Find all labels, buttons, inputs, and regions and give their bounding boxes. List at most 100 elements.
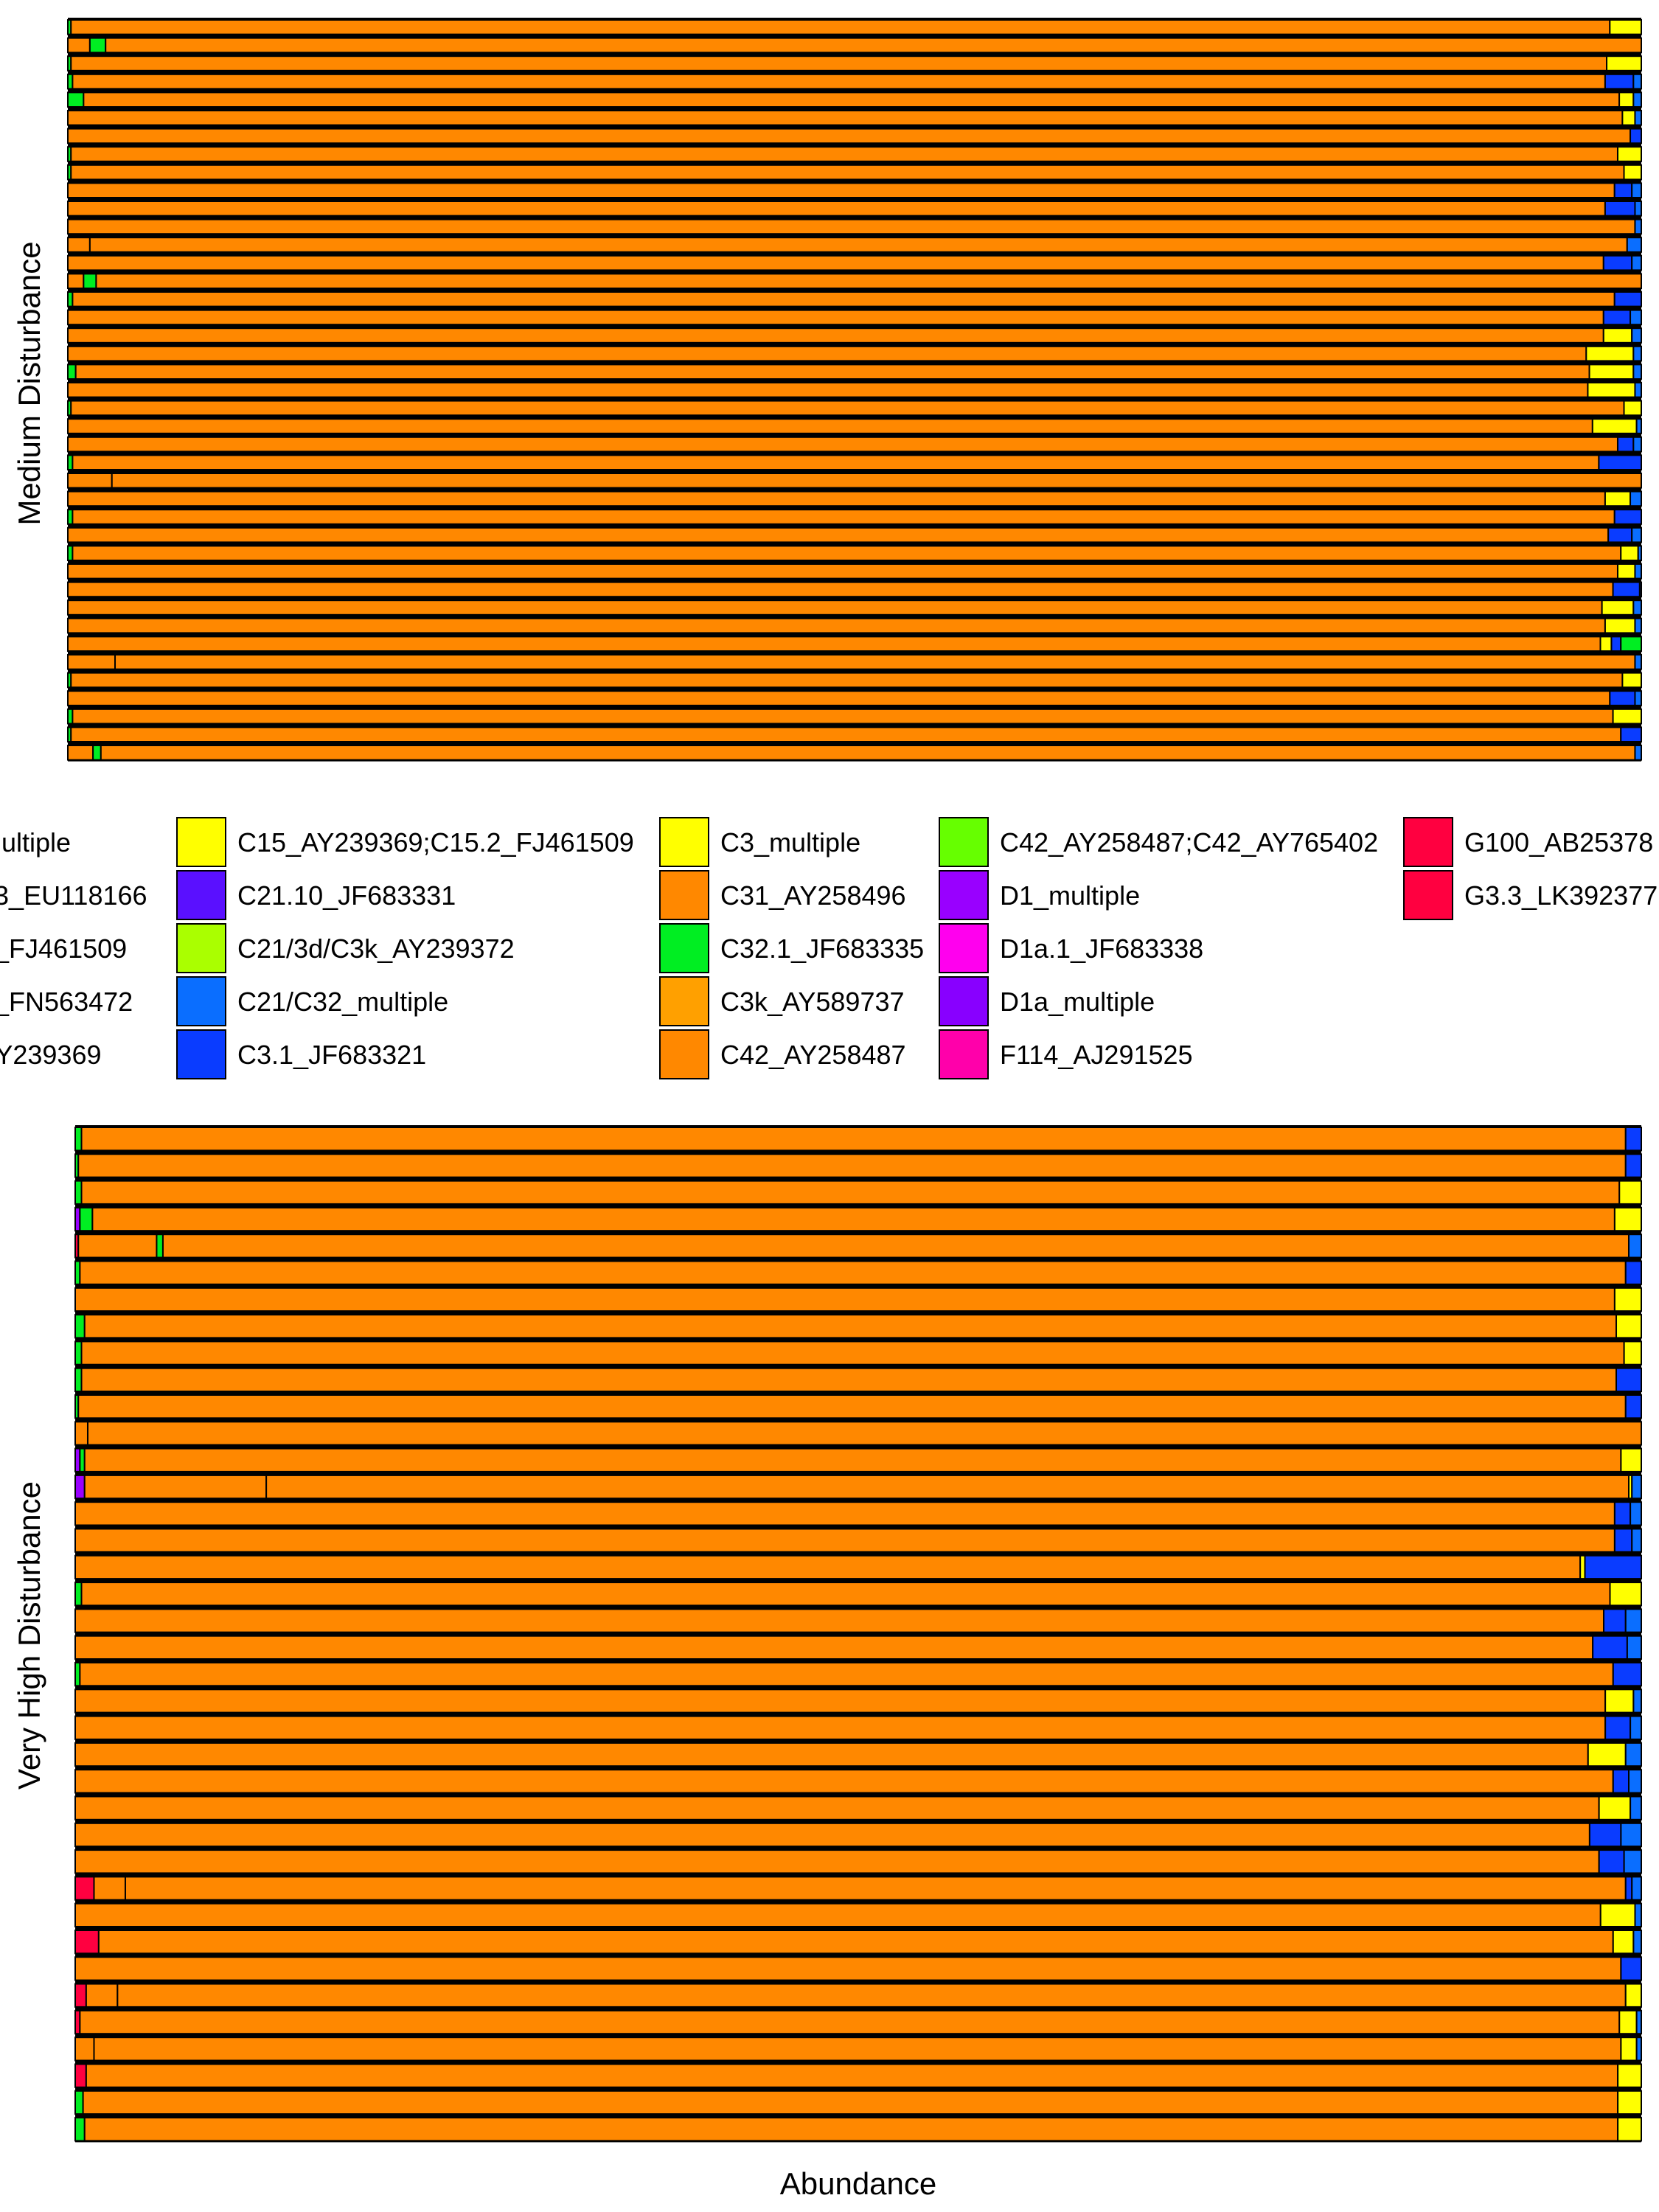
bar-segment-medium-row21-seg1	[67, 382, 1589, 398]
bar-segment-medium-row3-seg3	[1606, 55, 1643, 72]
bar-segment-very-high-row1-seg2	[80, 1127, 1627, 1152]
bar-segment-very-high-row4-seg3	[91, 1206, 1615, 1232]
bar-segment-very-high-row19-seg2	[1603, 1608, 1627, 1633]
bar-segment-very-high-row23-seg3	[1630, 1715, 1643, 1740]
legend-swatch	[939, 1029, 989, 1079]
bar-segment-medium-row19-seg1	[67, 345, 1587, 362]
bar-segment-very-high-row20-seg1	[74, 1635, 1594, 1660]
bar-segment-very-high-row38-seg3	[1617, 2117, 1642, 2142]
legend-swatch	[659, 923, 709, 973]
bar-segment-medium-row13-seg2	[88, 237, 1628, 253]
bar-segment-very-high-row36-seg2	[85, 2063, 1619, 2088]
bar-segment-very-high-row37-seg2	[82, 2090, 1619, 2115]
bar-segment-very-high-row14-seg2	[83, 1474, 268, 1500]
legend-swatch	[1403, 870, 1453, 920]
legend-swatch	[176, 976, 226, 1026]
bar-segment-very-high-row31-seg1	[74, 1930, 100, 1955]
bar-segment-medium-row7-seg1	[67, 128, 1632, 145]
bar-segment-very-high-row5-seg4	[161, 1234, 1630, 1259]
bar-segment-medium-row28-seg2	[72, 509, 1615, 525]
bar-segment-very-high-row22-seg3	[1632, 1688, 1642, 1714]
bar-segment-medium-row40-seg3	[1620, 726, 1643, 743]
legend-swatch	[659, 1029, 709, 1079]
bar-segment-very-high-row28-seg2	[1598, 1849, 1625, 1874]
legend-label: 6_FN563472	[0, 987, 133, 1017]
bar-segment-very-high-row34-seg2	[79, 2009, 1621, 2035]
bar-segment-very-high-row24-seg1	[74, 1742, 1589, 1767]
bar-segment-medium-row24-seg2	[1616, 436, 1635, 453]
bar-segment-medium-row15-seg1	[67, 273, 85, 289]
bar-segment-medium-row33-seg2	[1601, 599, 1635, 616]
bar-segment-medium-row36-seg2	[114, 654, 1636, 670]
bar-segment-medium-row32-seg1	[67, 581, 1614, 598]
bar-segment-medium-row36-seg3	[1634, 654, 1643, 670]
legend: multiple 33_EU118166 2_FJ461509 6_FN563472 A…	[0, 817, 1658, 1079]
bar-segment-medium-row27-seg1	[67, 490, 1606, 507]
bar-segment-very-high-row35-seg4	[1635, 2037, 1642, 2062]
bar-segment-medium-row2-seg3	[105, 37, 1642, 54]
bar-segment-medium-row40-seg2	[70, 726, 1622, 743]
bar-segment-medium-row41-seg3	[100, 745, 1636, 761]
bar-segment-very-high-row13-seg4	[1620, 1447, 1642, 1472]
bar-segment-medium-row32-seg2	[1612, 581, 1641, 598]
bar-segment-very-high-row9-seg2	[80, 1340, 1625, 1366]
bar-segment-very-high-row19-seg3	[1624, 1608, 1643, 1633]
bar-segment-medium-row22-seg3	[1623, 400, 1642, 417]
bar-segment-medium-row6-seg2	[1621, 110, 1636, 126]
bar-segment-very-high-row3-seg3	[1618, 1180, 1642, 1205]
bar-segment-medium-row18-seg1	[67, 327, 1604, 344]
bar-segment-medium-row24-seg3	[1632, 436, 1643, 453]
bar-segment-very-high-row26-seg3	[1630, 1795, 1643, 1820]
bar-segment-very-high-row27-seg2	[1588, 1822, 1622, 1848]
bar-segment-very-high-row25-seg2	[1612, 1769, 1630, 1794]
legend-swatch	[176, 1029, 226, 1079]
bar-segment-very-high-row15-seg3	[1630, 1501, 1643, 1526]
x-axis-label: Abundance	[780, 2166, 937, 2201]
legend-label: C42_AY258487;C42_AY765402	[1000, 827, 1378, 858]
bar-segment-very-high-row17-seg1	[74, 1554, 1582, 1580]
bar-segment-very-high-row22-seg1	[74, 1688, 1607, 1714]
bar-segment-very-high-row1-seg3	[1624, 1127, 1643, 1152]
bar-segment-medium-row5-seg4	[1632, 91, 1643, 108]
legend-swatch	[939, 923, 989, 973]
legend-label: C21/C32_multiple	[237, 987, 448, 1017]
bar-segment-very-high-row31-seg3	[1612, 1930, 1635, 1955]
bar-segment-very-high-row14-seg3	[265, 1474, 1630, 1500]
bar-segment-medium-row38-seg3	[1634, 690, 1643, 706]
bar-segment-very-high-row15-seg2	[1613, 1501, 1632, 1526]
bar-segment-very-high-row6-seg3	[1624, 1260, 1643, 1285]
bar-segment-medium-row30-seg4	[1637, 545, 1642, 562]
bar-segment-very-high-row21-seg2	[79, 1662, 1614, 1687]
bar-segment-very-high-row35-seg3	[1620, 2037, 1638, 2062]
bar-segment-very-high-row4-seg2	[79, 1206, 94, 1232]
bar-segment-medium-row39-seg2	[72, 708, 1614, 725]
bar-segment-very-high-row29-seg5	[1631, 1876, 1643, 1901]
legend-label: AY239369	[0, 1040, 101, 1070]
bar-segment-very-high-row25-seg1	[74, 1769, 1614, 1794]
legend-label: C15_AY239369;C15.2_FJ461509	[237, 827, 634, 858]
bar-segment-very-high-row20-seg3	[1626, 1635, 1643, 1660]
bar-segment-very-high-row29-seg3	[124, 1876, 1627, 1901]
bar-segment-medium-row29-seg2	[1607, 526, 1633, 543]
bar-segment-very-high-row38-seg1	[74, 2117, 86, 2142]
bar-segment-very-high-row11-seg2	[77, 1394, 1627, 1419]
bar-segment-medium-row34-seg2	[1604, 617, 1636, 634]
legend-swatch	[939, 870, 989, 920]
bar-segment-very-high-row4-seg4	[1613, 1206, 1643, 1232]
bar-segment-very-high-row38-seg2	[83, 2117, 1619, 2142]
bar-segment-medium-row26-seg2	[111, 473, 1643, 489]
bar-segment-medium-row22-seg2	[70, 400, 1625, 417]
bar-segment-medium-row33-seg1	[67, 599, 1603, 616]
bar-segment-medium-row33-seg3	[1632, 599, 1643, 616]
bar-segment-very-high-row5-seg2	[77, 1234, 158, 1259]
legend-label: multiple	[0, 827, 71, 858]
bar-segment-medium-row20-seg1	[67, 364, 77, 380]
bar-segment-very-high-row5-seg3	[156, 1234, 164, 1259]
legend-label: C3.1_JF683321	[237, 1040, 426, 1070]
bar-segment-very-high-row18-seg1	[74, 1582, 83, 1607]
bar-segment-medium-row8-seg3	[1616, 146, 1642, 162]
bar-segment-medium-row18-seg2	[1602, 327, 1633, 344]
bar-segment-medium-row11-seg1	[67, 201, 1606, 217]
bar-segment-medium-row11-seg3	[1634, 201, 1643, 217]
bar-segment-medium-row4-seg2	[72, 73, 1606, 90]
